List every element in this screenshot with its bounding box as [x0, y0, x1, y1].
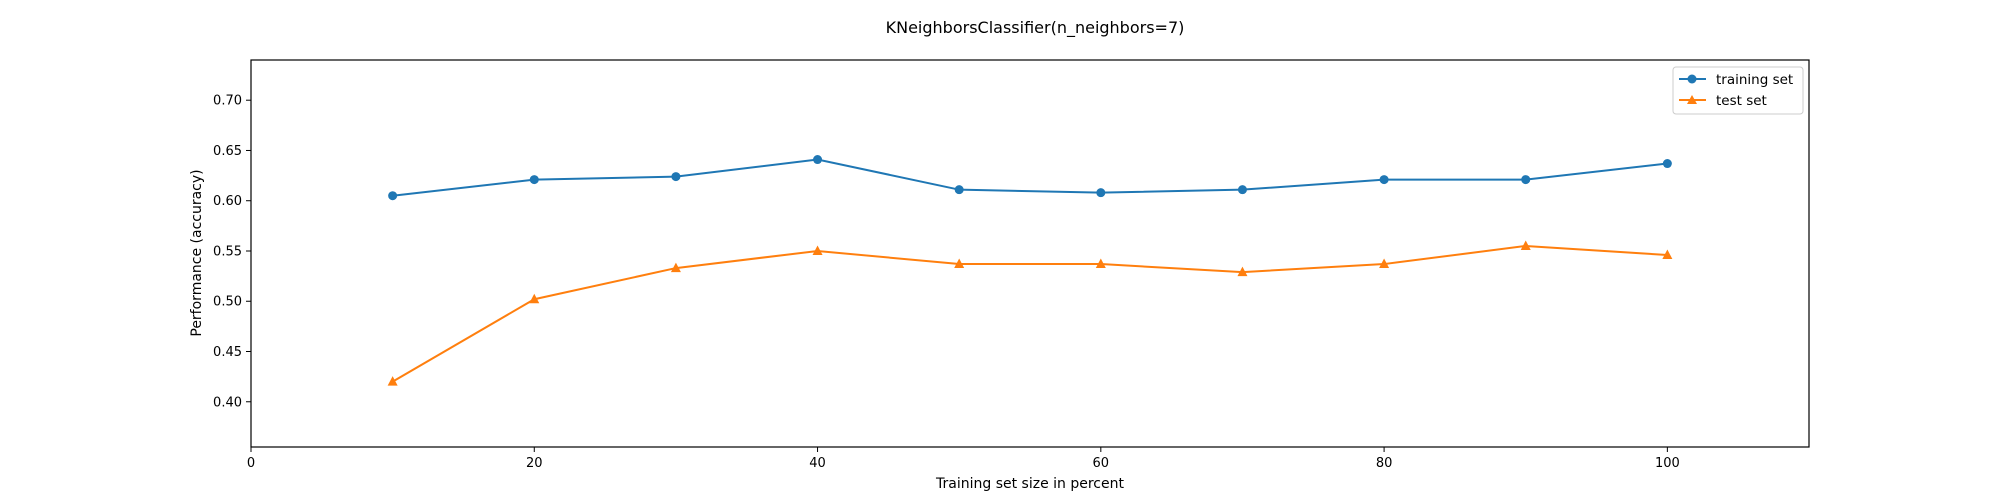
data-point-test-set [954, 258, 965, 269]
data-point-test-set [812, 245, 823, 255]
data-point-training-set [1379, 175, 1389, 185]
data-point-training-set [1662, 159, 1672, 169]
data-point-training-set [954, 185, 964, 195]
x-tick-label: 60 [1093, 456, 1110, 471]
data-point-test-set [529, 293, 540, 304]
x-tick-label: 20 [526, 456, 543, 471]
y-tick-label: 0.50 [213, 295, 242, 310]
x-axis-label: Training set size in percent [935, 476, 1124, 492]
data-point-training-set [1237, 185, 1247, 195]
series-line-training-set [392, 158, 1668, 197]
data-point-test-set [387, 376, 398, 386]
chart-title: KNeighborsClassifier(n_neighbors=7) [886, 18, 1185, 38]
x-tick-label: 40 [809, 456, 826, 471]
series-layer [387, 155, 1673, 386]
data-point-training-set [388, 191, 398, 201]
y-tick-label: 0.40 [213, 395, 242, 410]
legend-marker-training-set [1687, 74, 1697, 84]
y-tick-label: 0.65 [213, 144, 242, 159]
plot-frame [250, 59, 1810, 448]
y-tick-label: 0.45 [213, 345, 242, 360]
x-axis-ticks: 0 20 40 60 80 100 [247, 447, 1680, 471]
x-tick-label: 80 [1376, 456, 1393, 471]
x-tick-label: 0 [247, 456, 255, 471]
data-point-training-set [529, 175, 539, 185]
data-point-test-set [1662, 249, 1673, 260]
x-tick-label: 100 [1655, 456, 1680, 471]
data-point-training-set [1096, 188, 1106, 198]
legend-label-training-set: training set [1716, 72, 1793, 88]
y-axis-label: Performance (accuracy) [189, 169, 205, 336]
legend-marker-test-set [1687, 95, 1697, 104]
data-point-test-set [670, 262, 681, 273]
y-tick-label: 0.70 [213, 94, 242, 109]
y-tick-label: 0.55 [213, 244, 242, 259]
legend-label-test-set: test set [1716, 93, 1767, 109]
y-tick-label: 0.60 [213, 194, 242, 209]
data-point-training-set [671, 172, 681, 182]
data-point-test-set [1095, 258, 1106, 269]
data-point-test-set [1379, 258, 1390, 269]
data-point-training-set [813, 155, 823, 165]
data-point-training-set [1521, 175, 1531, 185]
data-point-test-set [1237, 266, 1248, 277]
legend: training set test set [1672, 66, 1804, 115]
data-point-test-set [1520, 240, 1531, 250]
plot-area [250, 59, 1810, 448]
series-line-test-set [392, 244, 1668, 383]
y-axis-ticks: 0.40 0.45 0.50 0.55 0.60 0.65 0.70 [213, 94, 251, 410]
